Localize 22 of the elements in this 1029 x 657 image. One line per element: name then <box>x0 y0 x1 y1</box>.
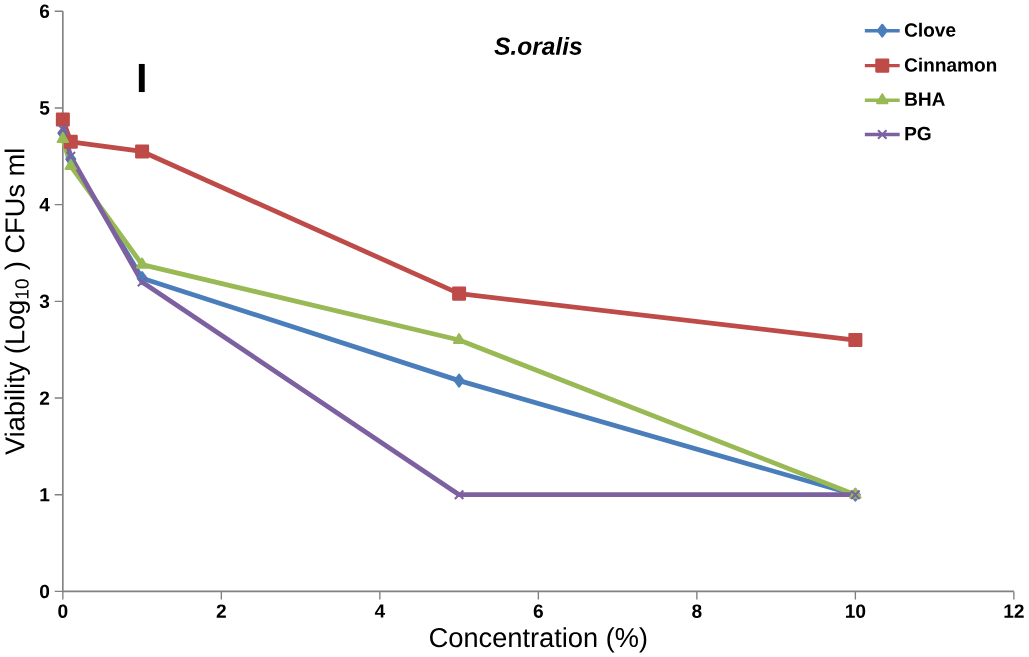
y-tick-label: 1 <box>40 488 50 502</box>
x-tick-label: 12 <box>1004 604 1024 618</box>
y-tick-label: 4 <box>39 198 50 212</box>
y-tick-label: 2 <box>39 391 50 405</box>
x-tick-label: 0 <box>58 604 68 618</box>
y-axis-title: Viability (Log$_{10}$ ) CFUs ml <box>4 149 30 455</box>
y-tick-label: 3 <box>39 294 50 309</box>
legend-label: BHA <box>905 92 945 106</box>
legend-label: Cinnamon <box>904 57 997 72</box>
legend-label: Clove <box>904 22 956 37</box>
text: S.oralis <box>494 36 582 55</box>
annotation: I <box>138 63 145 92</box>
y-tick-label: 0 <box>40 584 50 599</box>
x-tick-label: 2 <box>216 604 226 618</box>
x-tick-label: 6 <box>533 604 543 618</box>
x-tick-label: 4 <box>374 604 386 618</box>
x-tick-label: 8 <box>692 604 702 618</box>
x-axis-title: Concentration (%) <box>430 627 647 653</box>
y-tick-label: 5 <box>39 101 50 115</box>
x-tick-label: 10 <box>845 604 866 618</box>
legend-label: PG <box>905 126 931 141</box>
y-tick-label: 6 <box>39 4 50 18</box>
